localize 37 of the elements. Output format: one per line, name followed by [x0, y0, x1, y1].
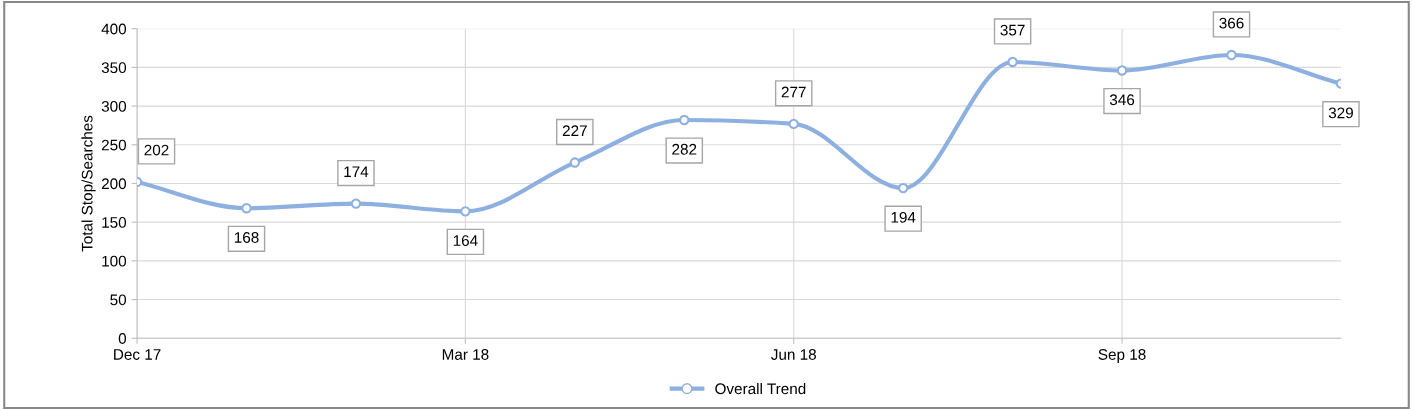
point	[350, 198, 362, 209]
y-tick-label: 200	[101, 178, 127, 190]
data-label: 168	[234, 232, 259, 243]
point	[1116, 65, 1128, 76]
data-label: 357	[1000, 24, 1025, 36]
data-label: 174	[344, 166, 369, 177]
point	[897, 182, 909, 194]
data-label: 277	[781, 86, 806, 98]
point	[241, 203, 252, 214]
point	[569, 157, 581, 168]
y-tick-label: 150	[102, 217, 127, 228]
y-tick-label: 350	[101, 62, 127, 74]
data-label: 164	[453, 235, 478, 246]
y-axis-title: Total Stop/Searches	[81, 115, 96, 252]
data-label: 282	[672, 143, 697, 155]
y-tick-label: 250	[101, 139, 127, 151]
x-tick-label: Dec 17	[114, 349, 161, 360]
point	[788, 118, 799, 130]
data-label: 329	[1328, 107, 1353, 119]
x-tick-label: Jun 18	[771, 349, 816, 360]
point	[460, 206, 471, 217]
y-tick-label: 100	[102, 255, 127, 267]
data-label: 194	[891, 211, 916, 223]
data-label: 346	[1109, 94, 1135, 106]
y-tick-label: 300	[101, 100, 127, 112]
point	[1007, 56, 1018, 68]
point	[679, 114, 690, 126]
x-tick-label: Mar 18	[442, 349, 489, 360]
y-tick-label: 400	[101, 23, 127, 35]
x-tick-label: Sep 18	[1098, 349, 1146, 363]
point	[1226, 49, 1237, 61]
legend-label: Overall Trend	[715, 382, 806, 395]
data-label: 227	[562, 125, 587, 136]
data-label: 202	[144, 144, 169, 156]
y-tick-label: 0	[118, 333, 127, 344]
y-tick-label: 50	[110, 294, 127, 306]
data-label: 366	[1219, 17, 1244, 29]
